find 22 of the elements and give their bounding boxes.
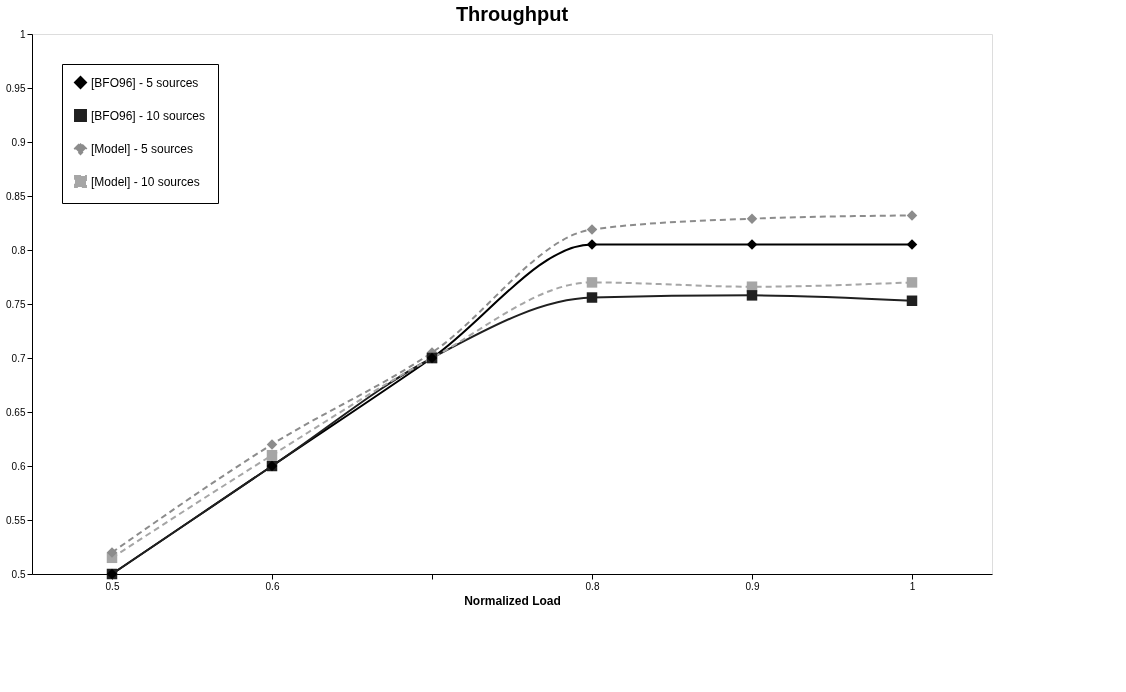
legend-label: [BFO96] - 10 sources: [91, 108, 206, 123]
chart-title: Throughput: [455, 3, 569, 25]
x-tick-label: 0.5: [105, 580, 120, 592]
y-tick-label: 0.55: [6, 514, 26, 526]
x-tick-label: 0.8: [585, 580, 600, 592]
x-tick-label: 0.6: [265, 580, 280, 592]
x-axis-title: Normalized Load: [464, 593, 561, 608]
y-tick-label: 0.9: [11, 136, 26, 148]
y-tick-label: 0.7: [11, 352, 26, 364]
y-tick-label: 0.95: [6, 82, 26, 94]
y-tick-label: 0.8: [11, 244, 26, 256]
legend-label: [BFO96] - 5 sources: [91, 75, 199, 90]
y-tick-label: 0.75: [6, 298, 26, 310]
y-tick-label: 1: [19, 28, 26, 40]
legend-label: [Model] - 10 sources: [91, 174, 200, 189]
y-tick-label: 0.5: [11, 568, 26, 580]
y-tick-label: 0.65: [6, 406, 26, 418]
x-tick-label: 1: [909, 580, 916, 592]
legend-label: [Model] - 5 sources: [91, 141, 194, 156]
y-tick-label: 0.6: [11, 460, 26, 472]
x-tick-label: 0.9: [745, 580, 760, 592]
y-tick-label: 0.85: [6, 190, 26, 202]
